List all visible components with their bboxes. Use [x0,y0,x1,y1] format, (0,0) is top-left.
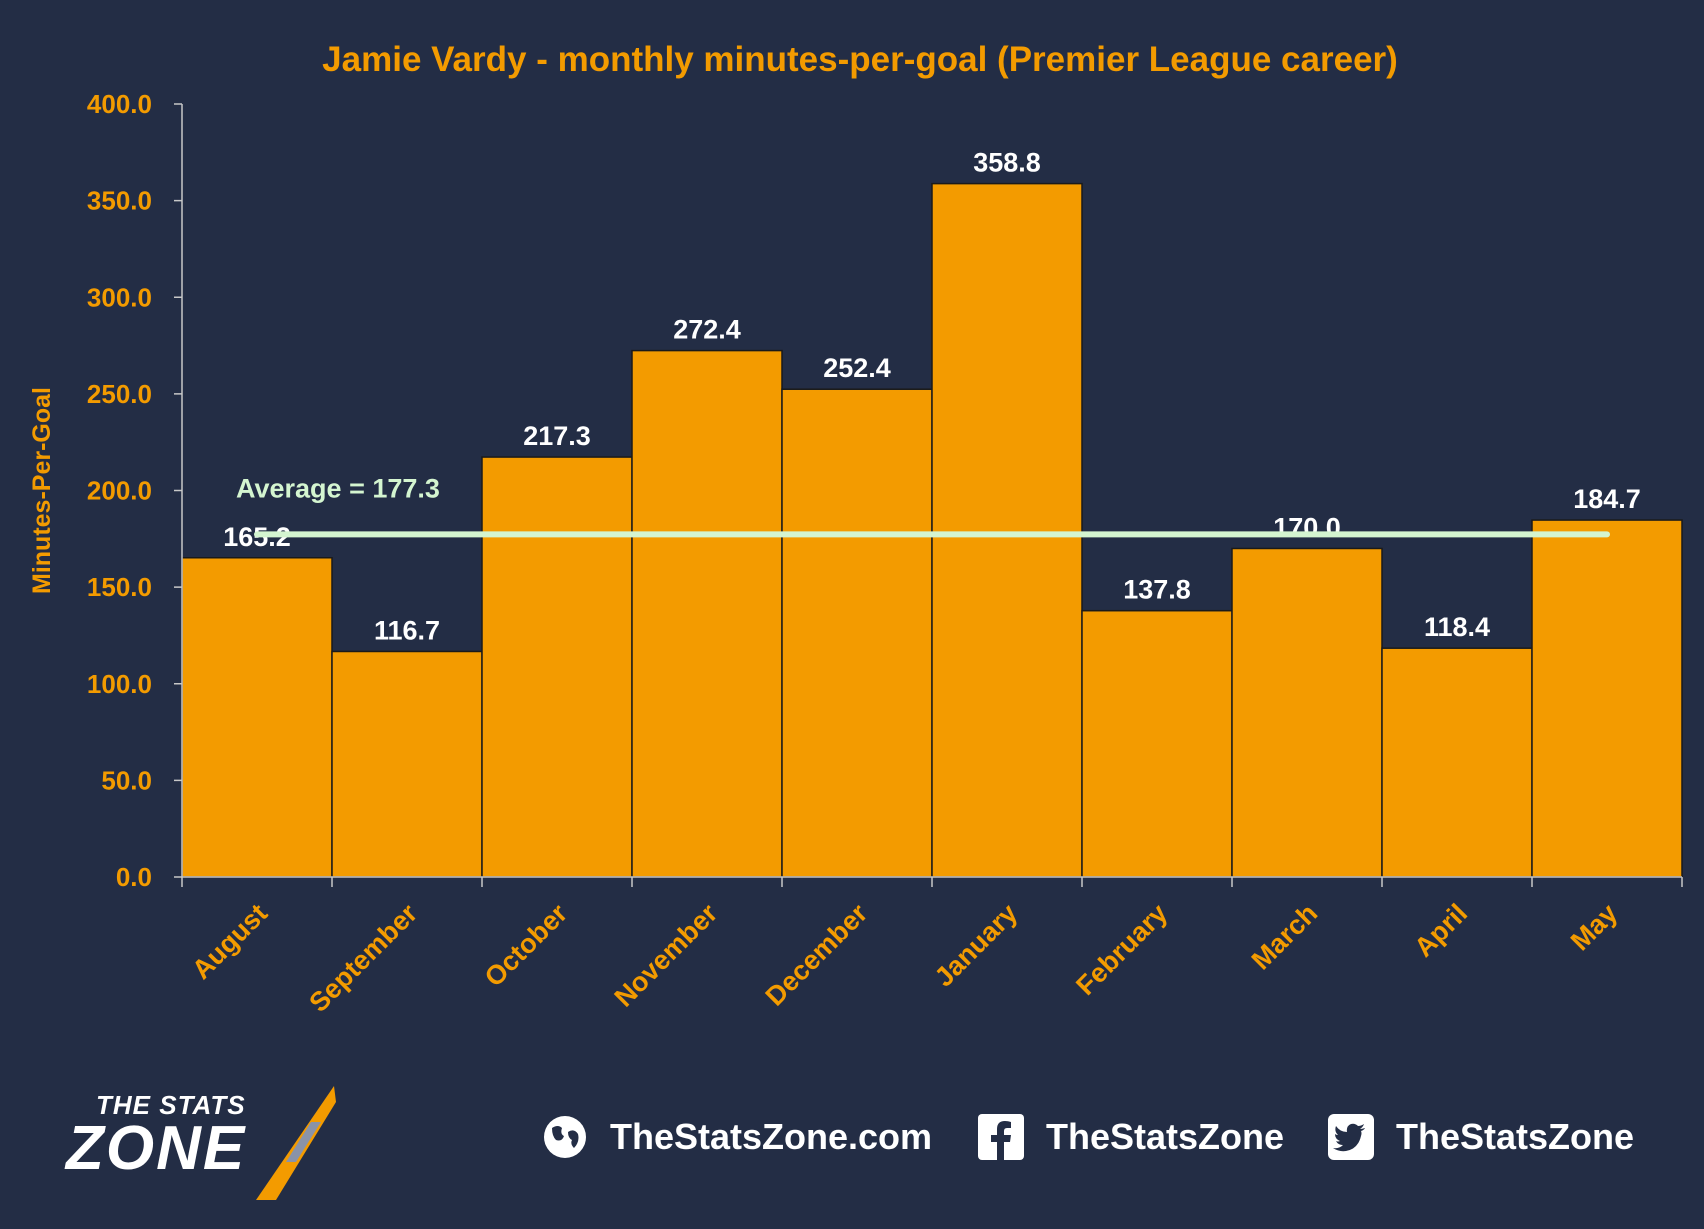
website-label: TheStatsZone.com [610,1116,933,1157]
y-tick-label: 300.0 [87,282,152,312]
x-tick-label: April [1409,898,1474,963]
bar-april [1381,647,1533,878]
y-tick-label: 400.0 [87,89,152,119]
bar-october [481,456,633,878]
y-tick-label: 250.0 [87,379,152,409]
data-label: 272.4 [673,315,741,345]
x-tick-label: December [760,898,874,1012]
x-tick-label: November [609,898,724,1013]
bar-november [631,349,783,878]
facebook-label: TheStatsZone [1046,1116,1285,1157]
data-label: 137.8 [1123,575,1191,605]
facebook-icon [978,1114,1024,1160]
data-label: 358.8 [973,148,1041,178]
data-label: 217.3 [523,421,591,451]
bar-august [181,557,333,878]
data-label: 170.0 [1273,512,1341,542]
chart-title: Jamie Vardy - monthly minutes-per-goal (… [322,40,1398,79]
data-label: 252.4 [823,353,891,383]
bar-january [931,182,1083,878]
twitter-label: TheStatsZone [1396,1116,1635,1157]
data-label: 184.7 [1573,484,1641,514]
x-tick-label: May [1565,898,1623,956]
x-tick-label: March [1246,898,1323,975]
data-label: 118.4 [1424,612,1490,642]
website-link[interactable]: TheStatsZone.com [542,1110,932,1164]
x-tick-label: January [929,898,1023,992]
x-tick-label: September [303,898,423,1018]
bar-february [1081,609,1233,878]
x-tick-label: February [1070,898,1173,1001]
bar-chart: 0.0 50.0 100.0 150.0 200.0 250.0 300.0 350.0 400… [28,40,1683,1018]
x-tick-label: October [479,898,574,993]
data-label: 116.7 [374,615,440,645]
logo-top-text: THE STATS [96,1090,246,1120]
x-tick-label: August [186,898,273,985]
chart-area: 0.0 50.0 100.0 150.0 200.0 250.0 300.0 350.0 400… [28,40,1683,1018]
twitter-link[interactable]: TheStatsZone [1328,1110,1634,1164]
y-axis-label: Minutes-Per-Goal [28,387,56,594]
bar-may [1531,519,1683,878]
y-tick-label: 200.0 [87,476,152,506]
y-tick-label: 150.0 [87,572,152,602]
bar-march [1231,547,1383,878]
facebook-link[interactable]: TheStatsZone [978,1110,1284,1164]
globe-icon [544,1116,586,1158]
y-tick-label: 350.0 [87,186,152,216]
y-tick-label: 100.0 [87,669,152,699]
bar-september [331,650,483,878]
average-label: Average = 177.3 [236,473,440,503]
footer [0,1046,1704,1229]
y-tick-label: 50.0 [101,765,152,795]
logo-bottom-text: ZONE [66,1114,247,1183]
y-tick-label: 0.0 [116,862,152,892]
stats-zone-logo: THE STATS ZONE [66,1082,366,1202]
logo-slash-icon [256,1086,336,1200]
twitter-icon [1328,1114,1374,1160]
bar-december [781,388,933,878]
